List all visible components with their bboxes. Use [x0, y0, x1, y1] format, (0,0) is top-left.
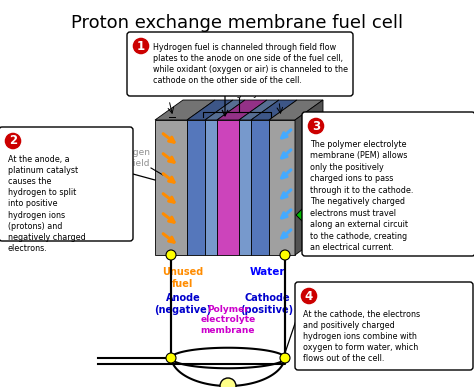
Circle shape — [220, 378, 236, 387]
Text: 4: 4 — [305, 289, 313, 303]
Polygon shape — [295, 100, 323, 255]
FancyBboxPatch shape — [295, 282, 473, 370]
Text: Cathode
(positive): Cathode (positive) — [240, 293, 293, 315]
Text: Hydrogen
flow field: Hydrogen flow field — [106, 148, 150, 168]
FancyBboxPatch shape — [302, 112, 474, 256]
Polygon shape — [217, 120, 239, 255]
Text: At the cathode, the electrons
and positively charged
hydrogen ions combine with
: At the cathode, the electrons and positi… — [303, 310, 420, 363]
Polygon shape — [155, 120, 187, 255]
Polygon shape — [251, 120, 269, 255]
Polygon shape — [217, 100, 267, 120]
Text: Backing layers: Backing layers — [206, 89, 272, 98]
Circle shape — [166, 250, 176, 260]
FancyBboxPatch shape — [0, 127, 133, 241]
Text: Proton exchange membrane fuel cell: Proton exchange membrane fuel cell — [71, 14, 403, 32]
Polygon shape — [269, 100, 323, 120]
Text: The polymer electrolyte
membrane (PEM) allows
only the positively
charged ions t: The polymer electrolyte membrane (PEM) a… — [310, 140, 413, 252]
Text: Polymer
electrolyte
membrane: Polymer electrolyte membrane — [201, 305, 255, 335]
Polygon shape — [205, 120, 217, 255]
Polygon shape — [187, 120, 205, 255]
Polygon shape — [251, 100, 297, 120]
Circle shape — [280, 353, 290, 363]
Text: Oxidant: Oxidant — [259, 81, 299, 90]
Text: Hydrogen fuel is channeled through field flow
plates to the anode on one side of: Hydrogen fuel is channeled through field… — [153, 43, 348, 85]
Polygon shape — [239, 120, 251, 255]
Polygon shape — [155, 100, 215, 120]
Polygon shape — [187, 100, 233, 120]
Text: Unused
fuel: Unused fuel — [163, 267, 204, 289]
Polygon shape — [205, 100, 245, 120]
Circle shape — [300, 287, 318, 305]
Circle shape — [132, 37, 150, 55]
Text: Oxidant
flow field: Oxidant flow field — [328, 118, 370, 138]
Text: Anode
(negative): Anode (negative) — [155, 293, 211, 315]
Polygon shape — [239, 100, 279, 120]
Polygon shape — [296, 208, 310, 222]
Circle shape — [166, 353, 176, 363]
Polygon shape — [269, 120, 295, 255]
Circle shape — [307, 117, 325, 135]
Text: At the anode, a
platinum catalyst
causes the
hydrogen to split
into positive
hyd: At the anode, a platinum catalyst causes… — [8, 155, 86, 253]
Text: 2: 2 — [9, 135, 17, 147]
Text: 3: 3 — [312, 120, 320, 132]
Text: Water: Water — [249, 267, 285, 277]
Circle shape — [4, 132, 22, 150]
Text: Hydrogen
gas: Hydrogen gas — [144, 65, 194, 84]
Circle shape — [280, 250, 290, 260]
Text: 1: 1 — [137, 39, 145, 53]
FancyBboxPatch shape — [127, 32, 353, 96]
